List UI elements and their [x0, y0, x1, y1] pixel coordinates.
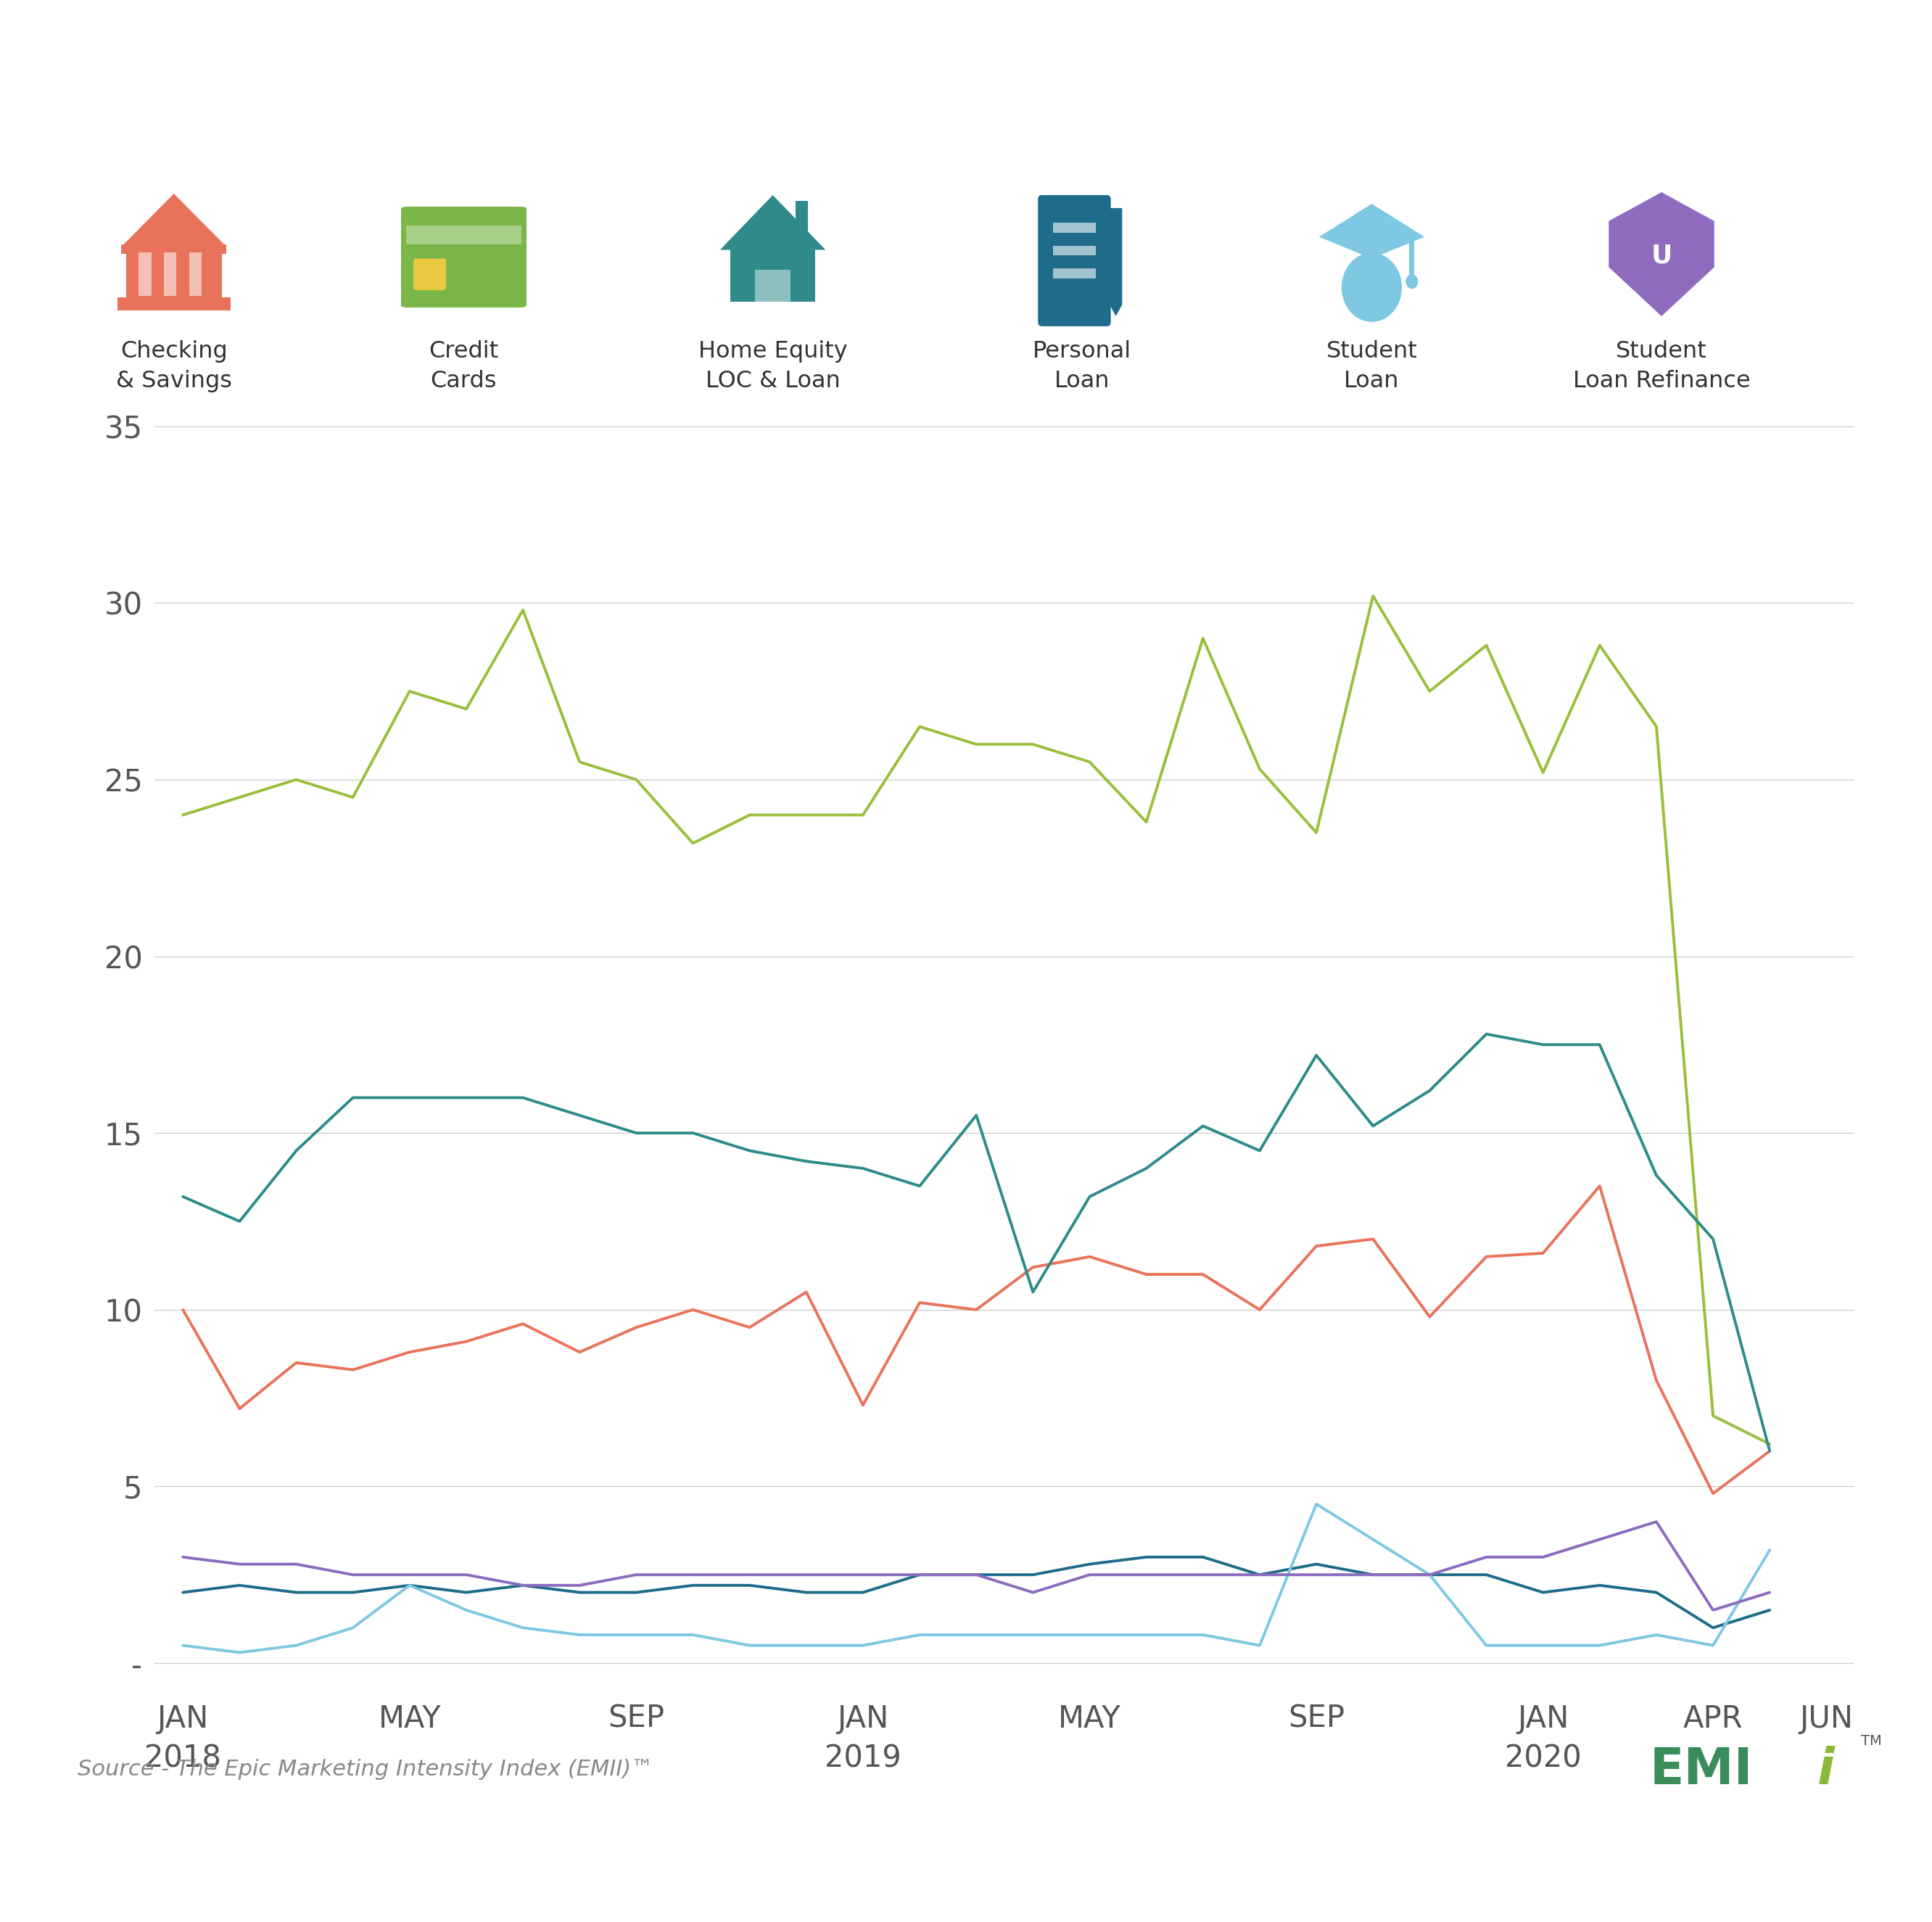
- Bar: [1053, 223, 1095, 233]
- Bar: [1053, 269, 1095, 279]
- Text: Source - The Epic Marketing Intensity Index (EMII)™: Source - The Epic Marketing Intensity In…: [77, 1759, 653, 1780]
- Bar: [1053, 246, 1095, 256]
- Text: EMII: RELATIVE DIRECT-TO-CONSUMER SPEND BY PRODUCT: EMII: RELATIVE DIRECT-TO-CONSUMER SPEND …: [166, 58, 1766, 106]
- Bar: [796, 202, 808, 233]
- Bar: [164, 254, 176, 296]
- Text: Home Equity
LOC & Loan: Home Equity LOC & Loan: [697, 340, 848, 392]
- Circle shape: [1341, 254, 1403, 323]
- Text: EMI: EMI: [1650, 1745, 1752, 1795]
- Text: Credit
Cards: Credit Cards: [429, 340, 498, 392]
- FancyBboxPatch shape: [413, 259, 446, 290]
- Text: i: i: [1818, 1745, 1835, 1795]
- Bar: [406, 225, 522, 244]
- Bar: [122, 244, 226, 254]
- FancyBboxPatch shape: [398, 208, 529, 308]
- Bar: [118, 298, 230, 311]
- Text: Personal
Loan: Personal Loan: [1032, 340, 1132, 392]
- Bar: [730, 248, 815, 302]
- Polygon shape: [1320, 204, 1424, 259]
- Bar: [189, 254, 201, 296]
- Polygon shape: [721, 196, 825, 250]
- Polygon shape: [1609, 192, 1714, 317]
- Text: Checking
& Savings: Checking & Savings: [116, 340, 232, 392]
- Bar: [126, 250, 222, 300]
- Text: Student
Loan Refinance: Student Loan Refinance: [1573, 340, 1750, 392]
- Bar: [755, 271, 790, 302]
- Circle shape: [1406, 275, 1418, 288]
- Polygon shape: [122, 194, 226, 248]
- Bar: [139, 254, 151, 296]
- Bar: [1408, 236, 1414, 277]
- Text: Student
Loan: Student Loan: [1325, 340, 1418, 392]
- Text: TM: TM: [1861, 1734, 1882, 1749]
- Polygon shape: [1109, 208, 1122, 317]
- Text: U: U: [1650, 244, 1673, 267]
- FancyBboxPatch shape: [1037, 196, 1111, 327]
